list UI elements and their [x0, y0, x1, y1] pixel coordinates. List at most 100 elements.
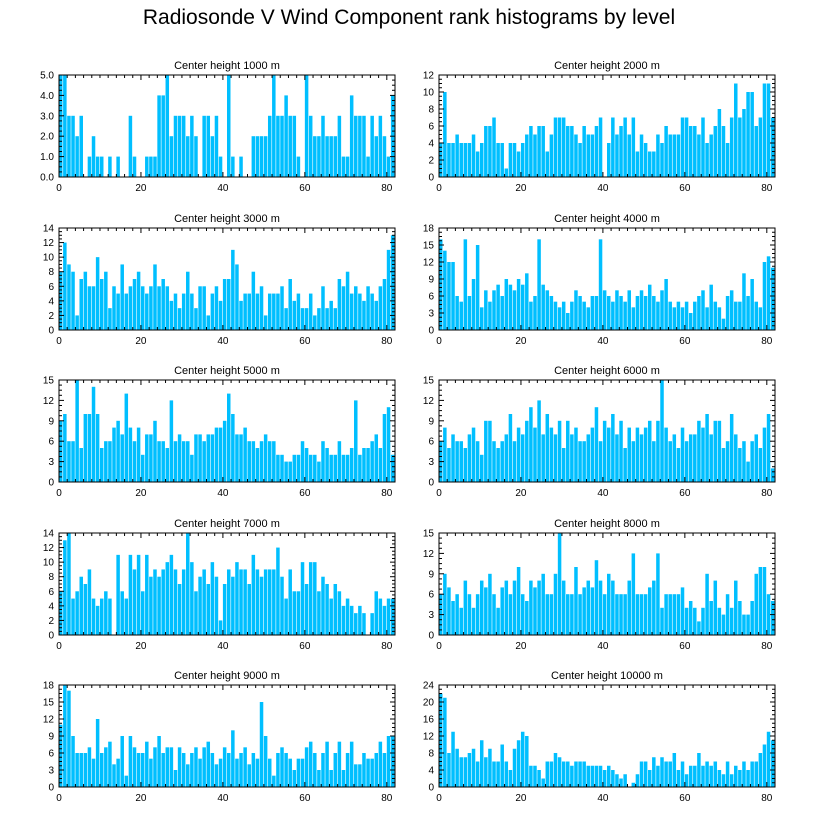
bar-rank-10: [99, 448, 104, 482]
bar-rank-13: [492, 290, 496, 330]
bar-rank-11: [104, 441, 108, 482]
bar-rank-39: [598, 441, 603, 482]
x-tick-label: 20: [515, 641, 527, 652]
bar-rank-60: [304, 747, 309, 787]
panel-6000m: Center height 6000 m 0 20 40 60 80 0 3 6 9 12 15: [423, 365, 776, 499]
x-tick-label: 0: [56, 488, 62, 499]
bar-rank-73: [738, 770, 742, 787]
bar-rank-4: [75, 753, 79, 787]
bar-rank-55: [284, 308, 288, 330]
panel-title: Center height 7000 m: [174, 518, 280, 530]
y-tick-label: 15: [43, 376, 55, 387]
bar-rank-3: [71, 441, 75, 482]
bar-rank-14: [116, 554, 120, 635]
y-tick-label: 6: [428, 437, 434, 448]
bar-rank-1: [443, 573, 447, 635]
bar-rank-32: [190, 454, 194, 482]
bar-rank-45: [623, 301, 627, 330]
bar-rank-45: [623, 448, 627, 482]
y-axis: 0 2 4 6 8 10 12 14: [43, 529, 395, 642]
bar-rank-74: [362, 613, 366, 635]
bar-rank-40: [222, 279, 227, 330]
bar-rank-44: [239, 156, 243, 177]
bar-rank-32: [570, 126, 574, 177]
bar-rank-37: [210, 562, 215, 635]
y-tick-label: 2: [48, 616, 54, 627]
bar-rank-46: [627, 427, 631, 482]
bar-rank-41: [227, 75, 231, 177]
bar-rank-65: [325, 448, 329, 482]
x-axis: 0 20 40 60 80: [56, 380, 396, 499]
bar-rank-38: [214, 764, 219, 787]
bar-rank-61: [688, 126, 693, 177]
bar-rank-74: [742, 441, 746, 482]
bar-rank-28: [173, 770, 178, 787]
bar-rank-31: [186, 441, 190, 482]
bar-rank-58: [296, 293, 301, 330]
bar-rank-76: [750, 92, 754, 177]
bar-rank-66: [709, 601, 713, 635]
bar-rank-23: [153, 156, 157, 177]
bar-rank-21: [145, 741, 149, 787]
bar-rank-72: [354, 613, 358, 635]
bar-rank-71: [729, 290, 734, 330]
bar-rank-51: [647, 420, 652, 482]
bar-rank-60: [684, 774, 689, 787]
bar-rank-46: [247, 441, 251, 482]
bar-rank-9: [95, 605, 100, 635]
bar-rank-49: [259, 136, 264, 177]
y-tick-label: 10: [43, 253, 55, 264]
bar-rank-25: [161, 753, 165, 787]
bar-rank-72: [734, 765, 738, 787]
y-tick-label: 3.0: [40, 111, 54, 122]
bar-rank-7: [467, 434, 472, 482]
bar-rank-34: [578, 296, 582, 330]
x-tick-label: 0: [56, 336, 62, 347]
bar-rank-81: [770, 601, 775, 635]
bar-rank-65: [705, 573, 709, 635]
bar-rank-9: [475, 761, 480, 787]
bar-rank-24: [157, 736, 161, 787]
bar-rank-50: [263, 434, 268, 482]
x-tick-label: 20: [515, 793, 527, 804]
x-axis: 0 20 40 60 80: [436, 75, 776, 194]
bar-rank-27: [549, 594, 554, 635]
bar-rank-43: [615, 594, 619, 635]
bar-rank-41: [227, 279, 231, 330]
y-tick-label: 0: [48, 478, 54, 489]
bar-rank-70: [725, 441, 730, 482]
bar-rank-16: [124, 393, 129, 482]
bar-rank-29: [177, 434, 182, 482]
bar-rank-60: [684, 117, 689, 177]
x-tick-label: 40: [217, 183, 229, 194]
bar-rank-23: [533, 427, 537, 482]
x-tick-label: 20: [515, 336, 527, 347]
bar-rank-23: [533, 296, 537, 330]
bar-rank-24: [537, 239, 541, 330]
bar-rank-15: [120, 736, 124, 787]
y-tick-label: 10: [43, 558, 55, 569]
panel-8000m: Center height 8000 m 0 20 40 60 80 0 3 6 9 12 15: [423, 518, 776, 652]
bar-rank-48: [635, 594, 640, 635]
bar-rank-67: [333, 454, 338, 482]
bar-rank-36: [586, 134, 591, 177]
bar-rank-41: [607, 296, 611, 330]
bar-rank-69: [721, 318, 726, 330]
bar-rank-72: [734, 83, 738, 177]
x-tick-label: 60: [299, 336, 311, 347]
bar-rank-5: [79, 448, 83, 482]
y-tick-label: 12: [43, 543, 55, 554]
bar-rank-26: [165, 75, 170, 177]
bar-rank-26: [545, 594, 550, 635]
bar-rank-64: [321, 576, 325, 635]
bar-rank-28: [173, 569, 178, 635]
y-tick-label: 12: [423, 258, 435, 269]
bar-rank-51: [647, 151, 652, 177]
bar-rank-66: [709, 284, 713, 330]
bar-rank-73: [738, 117, 742, 177]
panel-2000m: Center height 2000 m 0 20 40 60 80 0 2 4 6 8 10 12: [423, 60, 776, 194]
bar-rank-4: [75, 591, 79, 635]
bar-rank-57: [292, 770, 297, 787]
bar-rank-8: [471, 748, 476, 787]
